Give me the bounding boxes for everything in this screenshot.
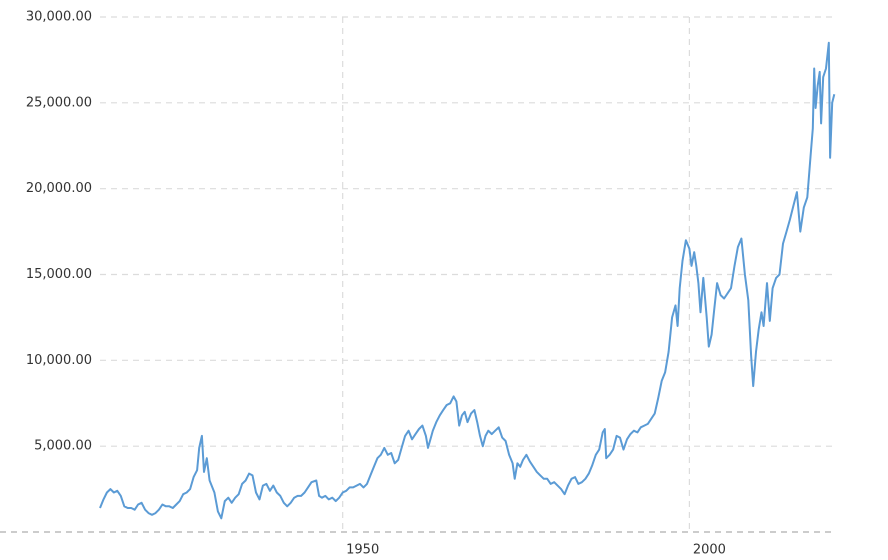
- y-tick-label: 5,000.00: [34, 439, 92, 454]
- x-tick-label: 2000: [693, 543, 726, 558]
- data-line: [99, 41, 836, 520]
- y-tick-label: 15,000.00: [26, 267, 92, 282]
- y-tick-label: 25,000.00: [26, 95, 92, 110]
- x-tick-label: 1950: [346, 543, 379, 558]
- y-tick-label: 20,000.00: [26, 181, 92, 196]
- y-tick-label: 10,000.00: [26, 353, 92, 368]
- y-tick-label: 30,000.00: [26, 10, 92, 25]
